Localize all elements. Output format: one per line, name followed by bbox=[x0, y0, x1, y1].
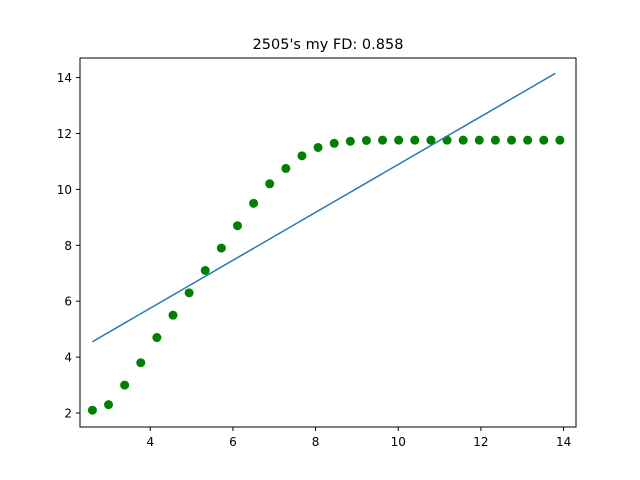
scatter-point bbox=[490, 135, 500, 145]
scatter-point bbox=[523, 135, 533, 145]
scatter-point bbox=[200, 265, 210, 275]
scatter-point bbox=[507, 135, 517, 145]
scatter-point bbox=[168, 310, 178, 320]
fit-line bbox=[92, 72, 556, 343]
scatter-point bbox=[104, 400, 114, 410]
plot-frame bbox=[79, 57, 577, 428]
scatter-point bbox=[426, 135, 436, 145]
scatter-point bbox=[329, 138, 339, 148]
scatter-point bbox=[297, 151, 307, 161]
y-tick-label: 6 bbox=[64, 295, 72, 309]
scatter-point bbox=[120, 380, 130, 390]
y-tick-label: 10 bbox=[57, 183, 72, 197]
scatter-point bbox=[281, 163, 291, 173]
x-tick-label: 4 bbox=[146, 435, 154, 449]
x-tick-label: 14 bbox=[556, 435, 571, 449]
scatter-point bbox=[378, 135, 388, 145]
x-tick-label: 10 bbox=[391, 435, 406, 449]
scatter-point bbox=[442, 135, 452, 145]
y-tick-label: 2 bbox=[64, 407, 72, 421]
scatter-point bbox=[313, 142, 323, 152]
y-tick-label: 12 bbox=[57, 127, 72, 141]
scatter-point bbox=[361, 135, 371, 145]
scatter-point bbox=[216, 243, 226, 253]
y-axis: 2 4 6 8 10 12 14 bbox=[57, 71, 80, 421]
chart-title: 2505's my FD: 0.858 bbox=[253, 37, 404, 53]
x-tick-label: 8 bbox=[312, 435, 320, 449]
scatter-point bbox=[555, 135, 565, 145]
scatter-point bbox=[152, 333, 162, 343]
scatter-point bbox=[232, 221, 242, 231]
scatter-point bbox=[458, 135, 468, 145]
scatter-point bbox=[265, 179, 275, 189]
scatter-point bbox=[539, 135, 549, 145]
x-tick-label: 12 bbox=[473, 435, 488, 449]
scatter-point bbox=[394, 135, 404, 145]
y-tick-label: 14 bbox=[57, 71, 72, 85]
y-tick-label: 4 bbox=[64, 351, 72, 365]
scatter-point bbox=[410, 135, 420, 145]
plot-marks bbox=[87, 72, 565, 415]
x-axis: 4 6 8 10 12 14 bbox=[146, 427, 571, 449]
y-tick-label: 8 bbox=[64, 239, 72, 253]
scatter-point bbox=[474, 135, 484, 145]
x-tick-label: 6 bbox=[229, 435, 237, 449]
scatter-point bbox=[345, 136, 355, 146]
scatter-point bbox=[184, 288, 194, 298]
scatter-point bbox=[249, 198, 259, 208]
scatter-point bbox=[136, 358, 146, 368]
scatter-point bbox=[87, 405, 97, 415]
